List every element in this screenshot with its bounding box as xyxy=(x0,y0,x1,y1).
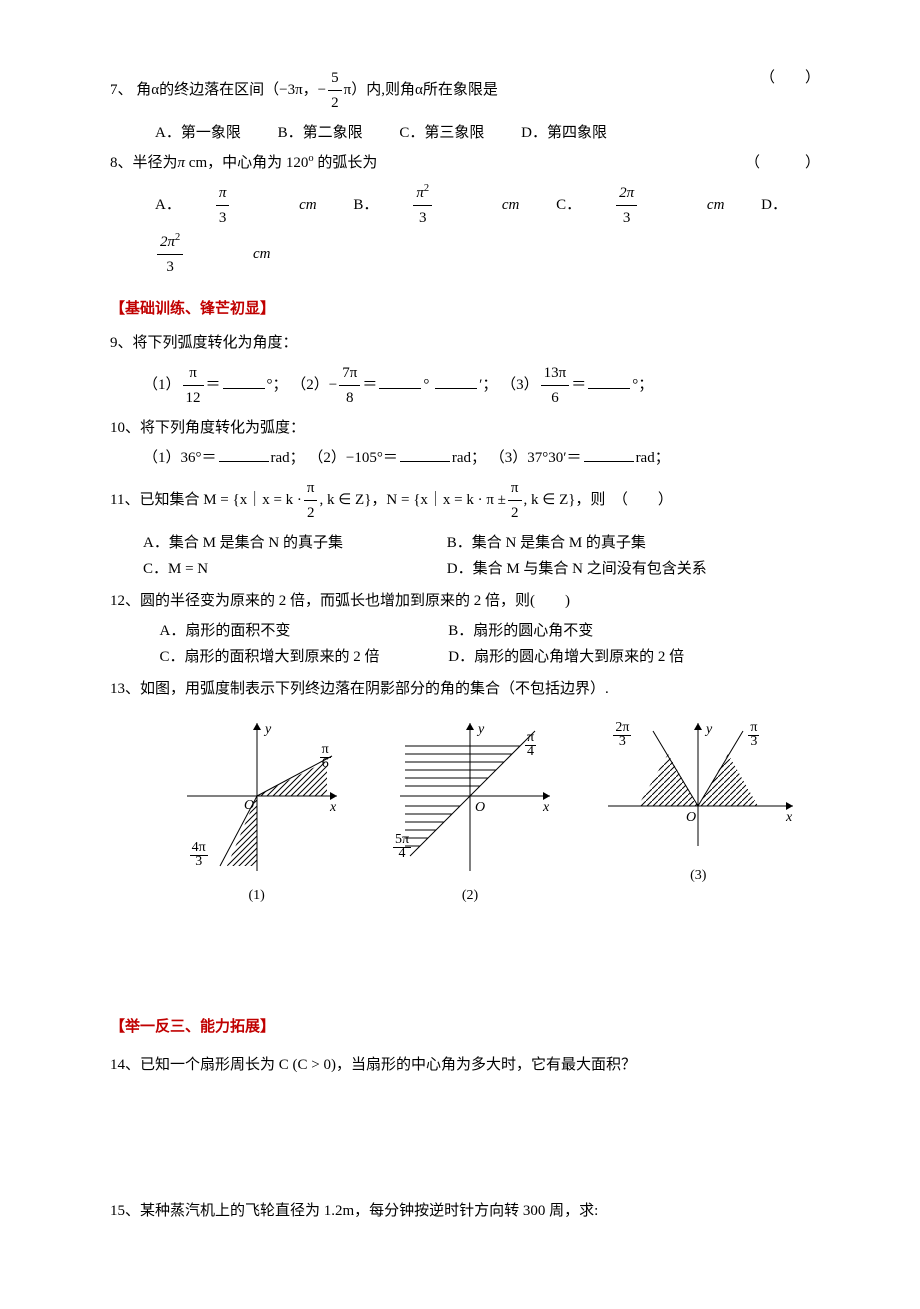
svg-text:x: x xyxy=(542,800,550,815)
svg-text:O: O xyxy=(244,798,254,813)
svg-text:y: y xyxy=(263,722,272,737)
q8-post: 的弧长为 xyxy=(314,155,378,171)
q12-optA: A．扇形的面积不变 xyxy=(160,619,415,643)
q8-pre: 半径为 xyxy=(133,155,178,171)
q7-paren: （ ） xyxy=(760,66,820,90)
q13-fig1: y x O π6 4π3 (1) xyxy=(172,711,342,907)
q8-optC: C．2π3 cm xyxy=(556,197,724,213)
q9-line: 9、将下列弧度转化为角度： xyxy=(110,331,820,355)
q7-num: 7、 xyxy=(110,82,133,98)
q8-optB: B．π23 cm xyxy=(353,197,519,213)
q10-blank1 xyxy=(219,449,269,462)
q13-fig3: y x O 2π3 π3 (3) xyxy=(598,711,798,907)
svg-text:x: x xyxy=(329,800,337,815)
section-ext-title: 【举一反三、能力拓展】 xyxy=(110,1015,820,1039)
q7: 7、 角α的终边落在区间（−3π，−52π）内,则角α所在象限是 （ ） xyxy=(110,66,820,115)
q7-optC: C．第三象限 xyxy=(399,125,484,141)
q13-fig2: y x O π4 5π4 (2) xyxy=(385,711,555,907)
q12-optC: C．扇形的面积增大到原来的 2 倍 xyxy=(160,645,415,669)
q9-blank2b xyxy=(435,376,477,389)
q7-optD: D．第四象限 xyxy=(521,125,607,141)
pi-icon: π xyxy=(178,155,186,171)
q14: 14、已知一个扇形周长为 C (C > 0)，当扇形的中心角为多大时，它有最大面… xyxy=(110,1053,820,1077)
q11-opts: A．集合 M 是集合 N 的真子集 B．集合 N 是集合 M 的真子集 C．M … xyxy=(143,531,820,583)
q15: 15、某种蒸汽机上的飞轮直径为 1.2m，每分钟按逆时针方向转 300 周，求: xyxy=(110,1199,820,1223)
q12-opts: A．扇形的面积不变 B．扇形的圆心角不变 C．扇形的面积增大到原来的 2 倍 D… xyxy=(160,619,821,671)
section-basic-title: 【基础训练、锋芒初显】 xyxy=(110,297,820,321)
q7-post: π）内,则角α所在象限是 xyxy=(344,82,498,98)
q12-optB: B．扇形的圆心角不变 xyxy=(448,619,593,643)
svg-text:x: x xyxy=(785,810,793,825)
q7-pre: 角α的终边落在区间（−3π， xyxy=(136,82,317,98)
q13-line: 13、如图，用弧度制表示下列终边落在阴影部分的角的集合（不包括边界）. xyxy=(110,677,820,701)
q11-optB: B．集合 N 是集合 M 的真子集 xyxy=(447,531,646,555)
q11-optD: D．集合 M 与集合 N 之间没有包含关系 xyxy=(447,557,707,581)
q12-line: 12、圆的半径变为原来的 2 倍，而弧长也增加到原来的 2 倍，则( ) xyxy=(110,589,820,613)
q10-blank2 xyxy=(400,449,450,462)
q11-optA: A．集合 M 是集合 N 的真子集 xyxy=(143,531,413,555)
q10-line: 10、将下列角度转化为弧度： xyxy=(110,416,820,440)
q11-optC: C．M = N xyxy=(143,557,413,581)
q7-optB: B．第二象限 xyxy=(278,125,363,141)
q13-figs: y x O π6 4π3 (1) xyxy=(150,711,820,907)
q9-blank1 xyxy=(223,376,265,389)
q9-parts: （1）π12＝°； （2）−7π8＝° ′； （3）13π6＝°； xyxy=(143,361,820,410)
q8-opts: A．π3 cm B．π23 cm C．2π3 cm D．2π23 cm xyxy=(155,181,820,279)
q10-parts: （1）36°＝rad； （2）−105°＝rad； （3）37°30′＝rad； xyxy=(143,446,820,470)
svg-text:O: O xyxy=(686,810,696,825)
q8-paren: （ ） xyxy=(745,151,820,175)
q7-opts: A．第一象限 B．第二象限 C．第三象限 D．第四象限 xyxy=(155,121,820,145)
svg-text:y: y xyxy=(476,722,485,737)
q9-blank3 xyxy=(588,376,630,389)
q7-frac: 52 xyxy=(328,66,342,115)
q8-optA: A．π3 cm xyxy=(155,197,317,213)
q8-cm: cm，中心角为 120 xyxy=(185,155,308,171)
q9-blank2a xyxy=(379,376,421,389)
svg-text:y: y xyxy=(704,722,713,737)
q12-optD: D．扇形的圆心角增大到原来的 2 倍 xyxy=(448,645,684,669)
q8-num: 8、 xyxy=(110,155,133,171)
q7-optA: A．第一象限 xyxy=(155,125,241,141)
q10-blank3 xyxy=(584,449,634,462)
svg-text:O: O xyxy=(475,800,485,815)
q11: 11、已知集合 M = {x｜x = k ·π2, k ∈ Z}，N = {x｜… xyxy=(110,476,820,525)
q8: 8、半径为π cm，中心角为 120o 的弧长为 （ ） xyxy=(110,151,820,175)
